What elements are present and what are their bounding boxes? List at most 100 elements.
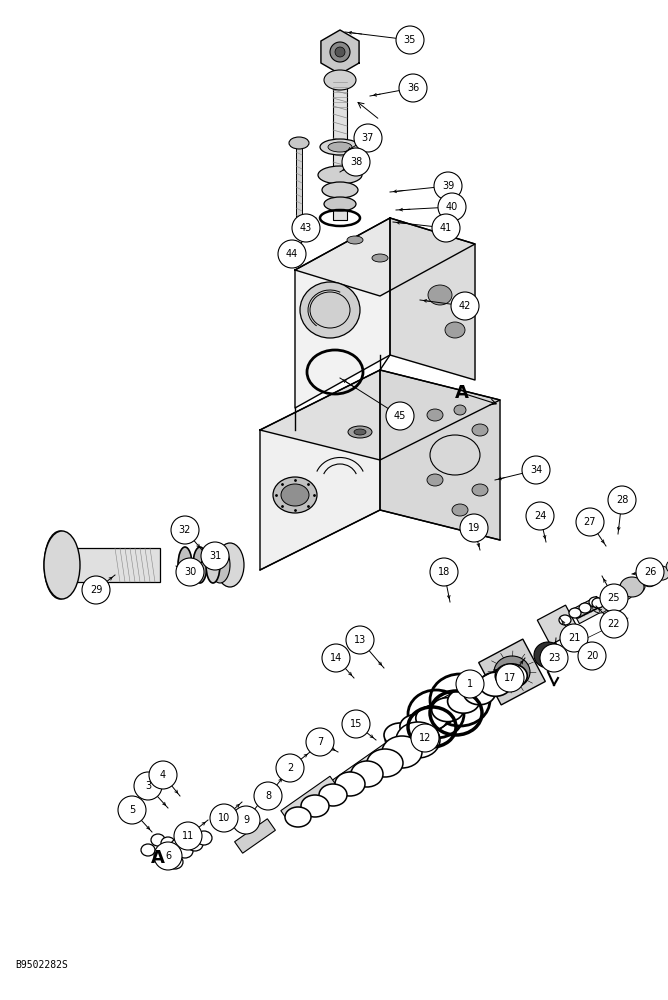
Ellipse shape <box>324 70 356 90</box>
Ellipse shape <box>428 709 448 725</box>
Text: A: A <box>151 849 165 867</box>
Text: 6: 6 <box>165 851 171 861</box>
Circle shape <box>399 74 427 102</box>
Text: 10: 10 <box>218 813 230 823</box>
Ellipse shape <box>382 736 422 768</box>
Circle shape <box>322 644 350 672</box>
Ellipse shape <box>196 831 212 845</box>
Text: 22: 22 <box>608 619 621 629</box>
Ellipse shape <box>617 586 633 600</box>
Circle shape <box>254 782 282 810</box>
Text: 8: 8 <box>265 791 271 801</box>
Text: 40: 40 <box>446 202 458 212</box>
Text: 5: 5 <box>129 805 135 815</box>
Polygon shape <box>321 30 359 74</box>
Circle shape <box>576 508 604 536</box>
Ellipse shape <box>141 844 155 856</box>
Circle shape <box>278 240 306 268</box>
Polygon shape <box>295 218 390 408</box>
Ellipse shape <box>365 756 385 772</box>
Text: 7: 7 <box>317 737 323 747</box>
Ellipse shape <box>301 795 329 817</box>
Ellipse shape <box>415 706 448 730</box>
Polygon shape <box>380 370 500 540</box>
Ellipse shape <box>396 722 440 758</box>
Ellipse shape <box>605 592 621 606</box>
Ellipse shape <box>592 598 604 608</box>
Ellipse shape <box>318 166 362 184</box>
Polygon shape <box>234 819 275 853</box>
Ellipse shape <box>193 547 207 583</box>
Circle shape <box>608 486 636 514</box>
Circle shape <box>118 796 146 824</box>
Ellipse shape <box>559 615 571 625</box>
Ellipse shape <box>335 772 365 796</box>
Circle shape <box>451 292 479 320</box>
Text: 17: 17 <box>504 673 516 683</box>
Ellipse shape <box>346 770 366 786</box>
Ellipse shape <box>428 285 452 305</box>
Ellipse shape <box>629 579 645 593</box>
Circle shape <box>154 842 182 870</box>
Ellipse shape <box>456 694 476 710</box>
Ellipse shape <box>367 749 403 777</box>
Text: B9502282S: B9502282S <box>15 960 68 970</box>
Text: 34: 34 <box>530 465 542 475</box>
Ellipse shape <box>177 844 193 858</box>
Circle shape <box>636 558 664 586</box>
Text: 13: 13 <box>354 635 366 645</box>
Circle shape <box>432 214 460 242</box>
Text: 45: 45 <box>394 411 406 421</box>
Bar <box>60 548 160 582</box>
Ellipse shape <box>206 547 220 583</box>
Ellipse shape <box>480 672 512 696</box>
Ellipse shape <box>470 687 490 703</box>
Ellipse shape <box>385 732 405 748</box>
Polygon shape <box>537 605 578 645</box>
Polygon shape <box>479 639 545 705</box>
Ellipse shape <box>335 47 345 57</box>
Ellipse shape <box>589 597 601 607</box>
Ellipse shape <box>464 681 496 705</box>
Ellipse shape <box>151 834 165 846</box>
Circle shape <box>346 626 374 654</box>
Text: 18: 18 <box>438 567 450 577</box>
Ellipse shape <box>187 837 203 851</box>
Circle shape <box>342 710 370 738</box>
Circle shape <box>306 728 334 756</box>
Ellipse shape <box>413 717 434 733</box>
Circle shape <box>438 193 466 221</box>
Text: 1: 1 <box>467 679 473 689</box>
Circle shape <box>456 670 484 698</box>
Circle shape <box>174 822 202 850</box>
Ellipse shape <box>442 702 462 718</box>
Polygon shape <box>572 596 604 624</box>
Bar <box>333 85 347 220</box>
Ellipse shape <box>399 724 419 740</box>
Ellipse shape <box>347 236 363 244</box>
Text: 44: 44 <box>286 249 298 259</box>
Ellipse shape <box>328 142 352 152</box>
Circle shape <box>496 664 524 692</box>
Circle shape <box>171 516 199 544</box>
Text: 37: 37 <box>362 133 374 143</box>
Ellipse shape <box>395 736 415 752</box>
Text: 39: 39 <box>442 181 454 191</box>
Text: 30: 30 <box>184 567 196 577</box>
Circle shape <box>386 402 414 430</box>
Circle shape <box>430 558 458 586</box>
Ellipse shape <box>285 807 311 827</box>
Circle shape <box>396 26 424 54</box>
Text: 21: 21 <box>568 633 580 643</box>
Polygon shape <box>327 704 453 800</box>
Circle shape <box>276 754 304 782</box>
Circle shape <box>292 214 320 242</box>
Circle shape <box>578 642 606 670</box>
Text: 19: 19 <box>468 523 480 533</box>
Circle shape <box>434 172 462 200</box>
Text: 35: 35 <box>404 35 416 45</box>
Text: 20: 20 <box>586 651 598 661</box>
Ellipse shape <box>400 715 432 739</box>
Text: 43: 43 <box>300 223 312 233</box>
Text: 24: 24 <box>534 511 546 521</box>
